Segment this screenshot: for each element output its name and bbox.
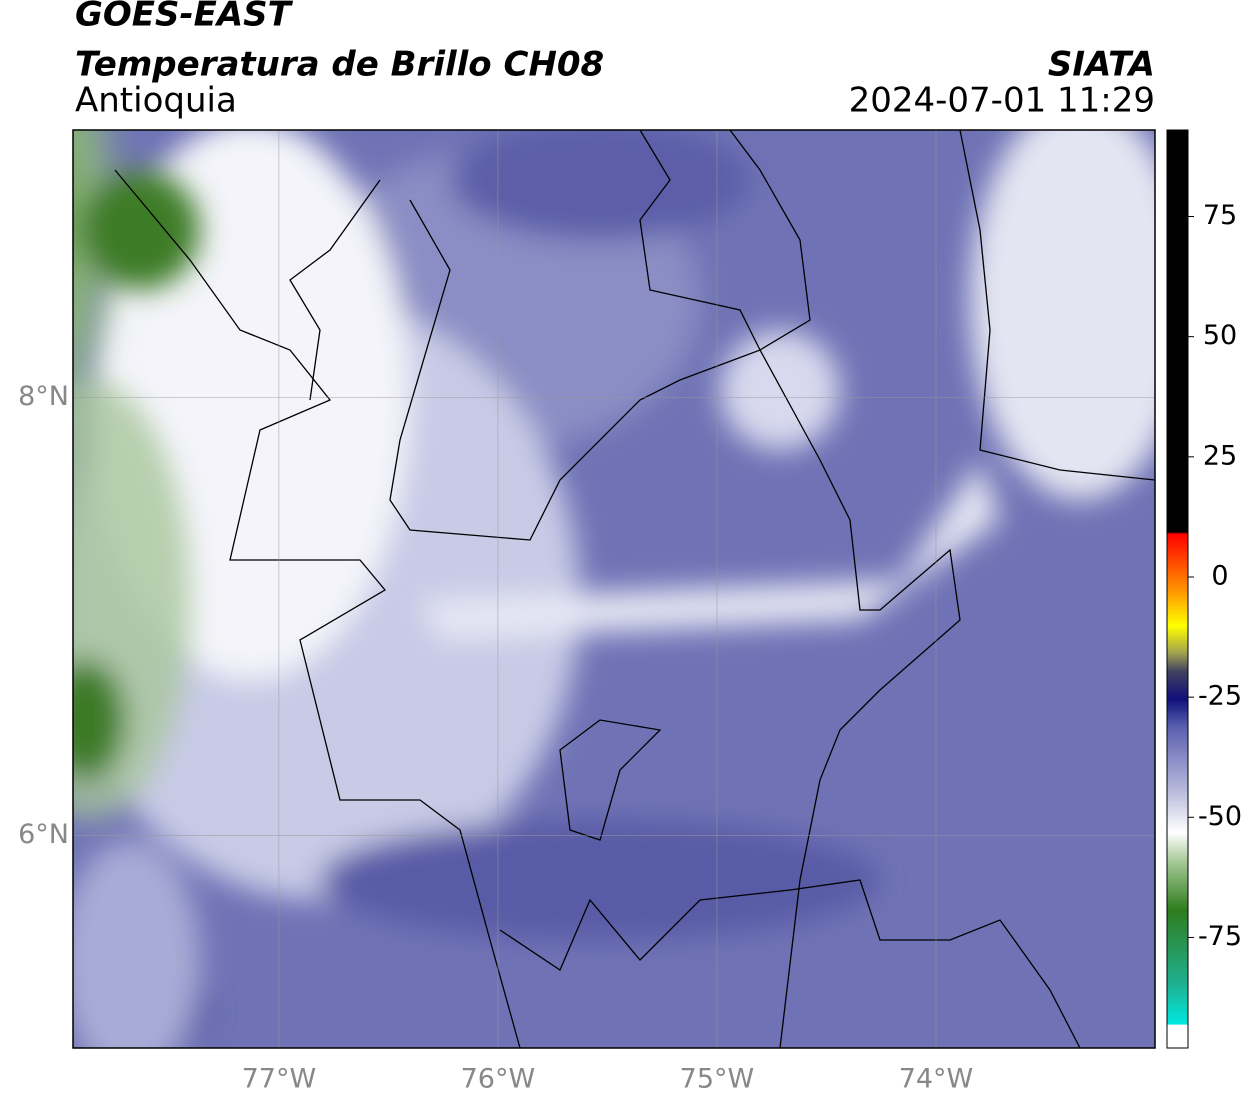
colorbar-label: 0 (1211, 560, 1228, 591)
subtitle: Temperatura de Brillo CH08 (75, 45, 604, 85)
lon-label: 76°W (461, 1064, 536, 1095)
title: GOES-EAST (75, 0, 294, 35)
colorbar-label: 25 (1203, 440, 1237, 471)
lat-label: 6°N (18, 819, 69, 850)
region: Antioquia (75, 81, 237, 121)
lat-label: 8°N (18, 381, 69, 412)
source: SIATA (1048, 45, 1155, 85)
colorbar-label: -50 (1198, 801, 1242, 832)
lon-label: 74°W (899, 1064, 974, 1095)
colorbar-label: -25 (1198, 681, 1242, 712)
lon-label: 75°W (680, 1064, 755, 1095)
satellite-image (73, 130, 1155, 1048)
colorbar (1166, 129, 1189, 1049)
colorbar-label: 75 (1203, 200, 1237, 231)
colorbar-label: 50 (1203, 320, 1237, 351)
colorbar-label: -75 (1198, 921, 1242, 952)
map-frame (72, 129, 1156, 1049)
lon-label: 77°W (242, 1064, 317, 1095)
datetime: 2024-07-01 11:29 (849, 81, 1155, 121)
